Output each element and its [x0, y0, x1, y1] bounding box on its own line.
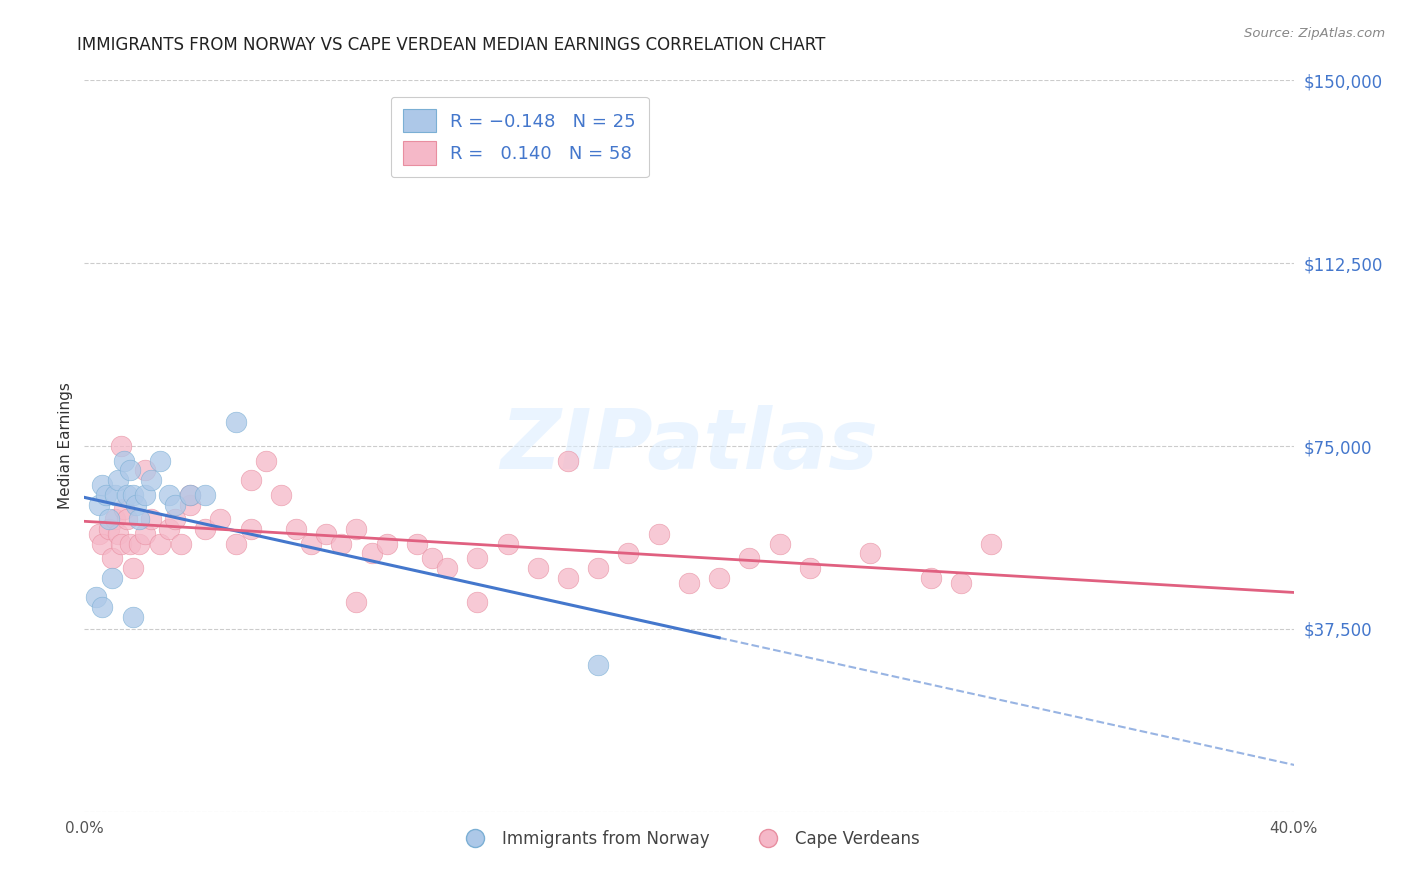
Point — [121, 609, 143, 624]
Point — [157, 488, 180, 502]
Point — [125, 498, 148, 512]
Point — [588, 561, 610, 575]
Point — [375, 536, 398, 550]
Point — [225, 536, 247, 550]
Point — [179, 488, 201, 502]
Point — [104, 488, 127, 502]
Point — [165, 498, 187, 512]
Point — [121, 488, 143, 502]
Point — [648, 526, 671, 541]
Point — [420, 551, 443, 566]
Point — [769, 536, 792, 550]
Point — [107, 526, 129, 541]
Point — [194, 488, 217, 502]
Point — [859, 546, 882, 560]
Point — [149, 536, 172, 550]
Point — [100, 571, 122, 585]
Point — [104, 512, 127, 526]
Point — [157, 522, 180, 536]
Point — [980, 536, 1002, 550]
Point — [179, 488, 201, 502]
Legend: Immigrants from Norway, Cape Verdeans: Immigrants from Norway, Cape Verdeans — [451, 823, 927, 855]
Point — [134, 526, 156, 541]
Point — [165, 512, 187, 526]
Point — [97, 522, 120, 536]
Point — [239, 522, 262, 536]
Point — [496, 536, 519, 550]
Point — [115, 488, 138, 502]
Point — [91, 536, 114, 550]
Point — [170, 536, 193, 550]
Point — [346, 595, 368, 609]
Point — [527, 561, 550, 575]
Point — [118, 536, 141, 550]
Point — [97, 512, 120, 526]
Point — [179, 498, 201, 512]
Point — [91, 599, 114, 614]
Point — [950, 575, 973, 590]
Point — [86, 590, 108, 604]
Point — [128, 536, 150, 550]
Point — [94, 488, 117, 502]
Point — [799, 561, 821, 575]
Point — [134, 488, 156, 502]
Text: IMMIGRANTS FROM NORWAY VS CAPE VERDEAN MEDIAN EARNINGS CORRELATION CHART: IMMIGRANTS FROM NORWAY VS CAPE VERDEAN M… — [77, 36, 825, 54]
Point — [270, 488, 292, 502]
Point — [360, 546, 382, 560]
Point — [406, 536, 429, 550]
Point — [239, 473, 262, 487]
Point — [254, 453, 277, 467]
Point — [617, 546, 640, 560]
Point — [709, 571, 731, 585]
Point — [100, 551, 122, 566]
Point — [89, 498, 111, 512]
Point — [557, 453, 579, 467]
Point — [299, 536, 322, 550]
Point — [110, 536, 132, 550]
Point — [118, 463, 141, 477]
Point — [209, 512, 232, 526]
Point — [285, 522, 308, 536]
Point — [738, 551, 761, 566]
Point — [467, 595, 489, 609]
Point — [588, 658, 610, 673]
Point — [128, 512, 150, 526]
Point — [315, 526, 337, 541]
Point — [107, 473, 129, 487]
Point — [110, 439, 132, 453]
Point — [225, 415, 247, 429]
Point — [91, 478, 114, 492]
Text: ZIPatlas: ZIPatlas — [501, 406, 877, 486]
Point — [436, 561, 458, 575]
Point — [678, 575, 700, 590]
Point — [121, 561, 143, 575]
Y-axis label: Median Earnings: Median Earnings — [58, 383, 73, 509]
Point — [149, 453, 172, 467]
Point — [467, 551, 489, 566]
Point — [557, 571, 579, 585]
Point — [139, 473, 162, 487]
Point — [112, 453, 135, 467]
Point — [139, 512, 162, 526]
Point — [112, 502, 135, 516]
Point — [115, 512, 138, 526]
Text: Source: ZipAtlas.com: Source: ZipAtlas.com — [1244, 27, 1385, 40]
Point — [920, 571, 942, 585]
Point — [89, 526, 111, 541]
Point — [330, 536, 353, 550]
Point — [194, 522, 217, 536]
Point — [134, 463, 156, 477]
Point — [346, 522, 368, 536]
